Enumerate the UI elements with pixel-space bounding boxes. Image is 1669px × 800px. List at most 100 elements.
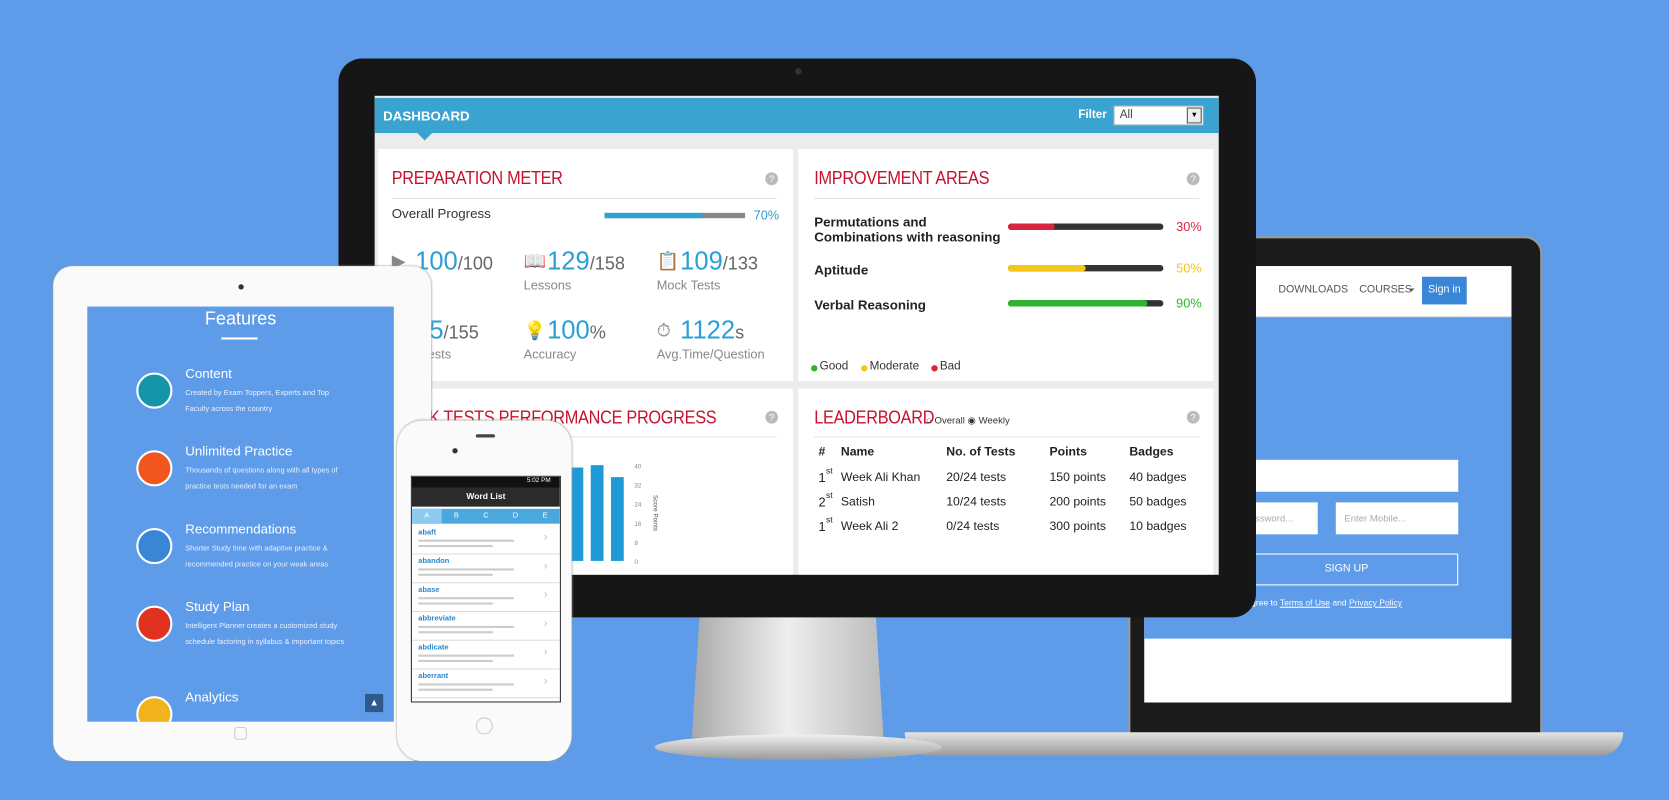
stat-icon: 📋 <box>656 251 680 272</box>
letter-tab[interactable]: E <box>542 511 548 520</box>
feature-icon <box>136 605 173 642</box>
feature-desc: Intelligent Planner creates a customized… <box>185 622 345 647</box>
legend-label: Moderate <box>869 359 920 373</box>
phone-speaker <box>475 434 495 438</box>
definition-line <box>418 539 515 542</box>
stat-total: % <box>589 322 606 343</box>
radio[interactable]: ○ <box>926 415 932 426</box>
rank-suffix: st <box>825 515 833 525</box>
nav-link[interactable]: COURSES <box>1359 284 1412 296</box>
help-icon[interactable]: ? <box>1186 410 1200 424</box>
stat-value: 100% <box>547 316 606 346</box>
option-overall[interactable]: Overall <box>934 415 965 426</box>
terms-prefix: agree to <box>1246 598 1278 608</box>
imac-stand <box>691 615 884 738</box>
cell: 10 badges <box>1129 520 1187 534</box>
feature-title: Recommendations <box>185 521 297 537</box>
cell: Week Ali 2 <box>840 520 899 534</box>
stat-number: 109 <box>680 246 723 276</box>
area-fill <box>1007 300 1148 307</box>
mobile-input[interactable]: Enter Mobile... <box>1335 502 1459 535</box>
help-icon[interactable]: ? <box>765 172 779 186</box>
rank-suffix: st <box>825 466 833 476</box>
legend-dot <box>861 365 868 372</box>
sign-in-button[interactable]: Sign in <box>1422 276 1467 305</box>
scroll-top-button[interactable]: ▲ <box>365 693 384 713</box>
word: abase <box>418 586 440 594</box>
progress-value: 70% <box>753 207 780 223</box>
bar <box>590 465 604 561</box>
word-row[interactable] <box>411 555 560 584</box>
definition-line <box>418 683 515 686</box>
cell: Satish <box>840 496 875 509</box>
input-field[interactable] <box>1234 459 1459 492</box>
word-row[interactable] <box>411 641 560 670</box>
divider <box>391 197 778 200</box>
cell: 20/24 tests <box>946 471 1007 485</box>
phone-camera <box>452 448 458 454</box>
bar <box>610 477 624 561</box>
definition-line <box>418 573 493 576</box>
feature-icon <box>136 372 173 409</box>
definition-line <box>418 544 493 548</box>
letter-tab[interactable]: A <box>411 508 442 524</box>
imac-base <box>654 734 942 760</box>
header-pointer <box>417 133 433 148</box>
chevron: › <box>543 675 548 688</box>
feature-desc: Shorter Study time with adaptive practic… <box>185 544 329 569</box>
option-weekly[interactable]: Weekly <box>978 415 1010 426</box>
sign-up-button[interactable]: SIGN UP <box>1234 553 1459 586</box>
filter-select[interactable]: All ▼ <box>1113 105 1204 126</box>
help-icon[interactable]: ? <box>765 410 779 424</box>
definition-line <box>418 654 515 657</box>
column-header: Badges <box>1129 445 1174 459</box>
letter-tab[interactable]: C <box>483 511 489 520</box>
word-row[interactable] <box>411 583 560 613</box>
privacy-link[interactable]: Privacy Policy <box>1349 598 1403 608</box>
laptop-base <box>904 732 1624 756</box>
nav-link[interactable]: DOWNLOADS <box>1278 284 1349 296</box>
stat-total: s <box>735 322 745 343</box>
definition-line <box>418 688 493 691</box>
rank-suffix: st <box>825 490 833 501</box>
stat-total: /155 <box>443 322 479 343</box>
stat-icon: ⏱ <box>656 320 671 341</box>
help-icon[interactable]: ? <box>1186 172 1200 186</box>
divider <box>814 436 1200 438</box>
chevron: › <box>543 589 548 602</box>
cell: 10/24 tests <box>946 496 1007 509</box>
features-title: Features <box>204 308 277 329</box>
radio[interactable]: ◉ <box>967 415 976 426</box>
select-arrow: ▼ <box>1186 107 1202 124</box>
tablet-screen: Features ▲ Content Created by Exam Topper… <box>87 306 394 722</box>
definition-line <box>418 602 493 605</box>
word: abandon <box>418 557 450 566</box>
area-value: 30% <box>1176 219 1202 235</box>
word-row[interactable] <box>411 670 560 699</box>
word: abaft <box>418 529 437 537</box>
word: abdicate <box>418 643 449 652</box>
letter-tab[interactable]: B <box>453 511 459 520</box>
word-row[interactable] <box>411 526 560 555</box>
terms-link[interactable]: Terms of Use <box>1279 598 1331 608</box>
y-tick-label: 40 <box>634 463 642 470</box>
panel-title: LEADERBOARD <box>814 407 935 428</box>
stat-number: 1122 <box>680 316 736 345</box>
app-bar <box>411 487 560 507</box>
feature-desc: Created by Exam Toppers, Experts and Top… <box>185 389 330 413</box>
y-axis-label: Score Points <box>652 495 659 531</box>
rank: 1 <box>818 519 826 535</box>
rank: 1 <box>818 470 826 486</box>
leaderboard-options: ○ Overall ◉ Weekly <box>926 415 1010 427</box>
word-row[interactable] <box>411 612 560 641</box>
divider <box>391 436 778 438</box>
letter-tab[interactable]: D <box>512 511 519 520</box>
cell: 150 points <box>1049 471 1106 485</box>
stat-value: 109/133 <box>680 247 758 277</box>
stat-total: /158 <box>589 253 625 274</box>
column-header: Points <box>1049 445 1087 459</box>
feature-icon <box>136 527 173 565</box>
